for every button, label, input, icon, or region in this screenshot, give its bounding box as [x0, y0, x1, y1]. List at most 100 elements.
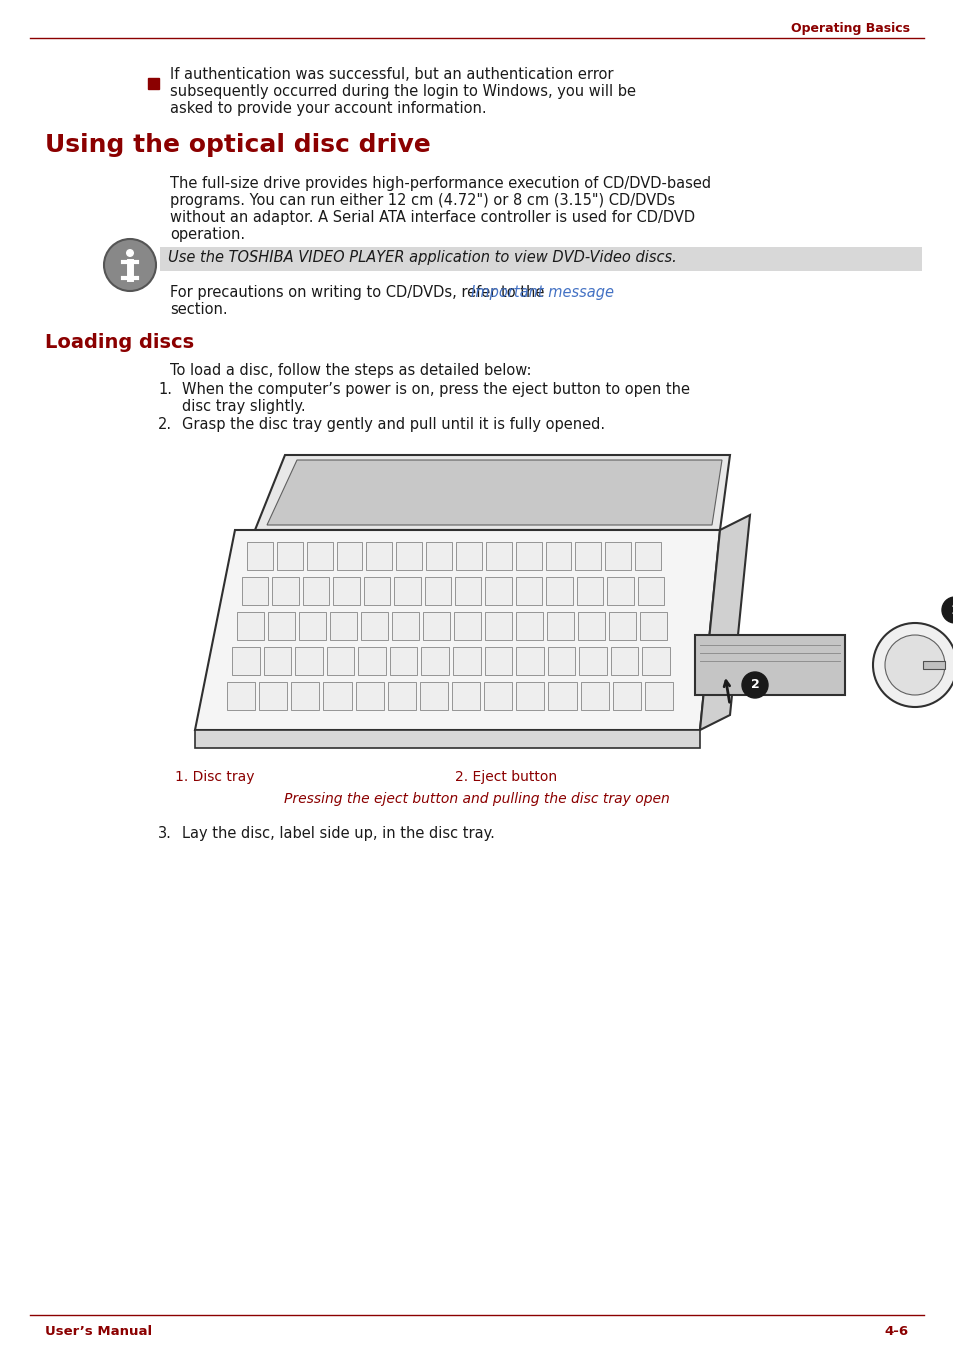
Polygon shape [516, 648, 543, 675]
Polygon shape [580, 681, 608, 710]
Polygon shape [483, 681, 512, 710]
Polygon shape [259, 681, 287, 710]
Polygon shape [578, 648, 606, 675]
Polygon shape [247, 542, 273, 571]
Polygon shape [302, 577, 329, 604]
Polygon shape [545, 542, 571, 571]
Polygon shape [390, 648, 417, 675]
Polygon shape [604, 542, 631, 571]
Text: User’s Manual: User’s Manual [45, 1325, 152, 1338]
Text: When the computer’s power is on, press the eject button to open the: When the computer’s power is on, press t… [182, 383, 689, 397]
Polygon shape [268, 612, 294, 639]
Text: subsequently occurred during the login to Windows, you will be: subsequently occurred during the login t… [170, 84, 636, 99]
Text: Using the optical disc drive: Using the optical disc drive [45, 132, 431, 157]
Polygon shape [358, 648, 385, 675]
Polygon shape [419, 681, 448, 710]
Polygon shape [360, 612, 388, 639]
Text: section.: section. [170, 301, 228, 316]
Bar [923, 661, 944, 669]
Circle shape [741, 672, 767, 698]
Polygon shape [422, 612, 450, 639]
Text: 1: 1 [949, 603, 953, 617]
Text: To load a disc, follow the steps as detailed below:: To load a disc, follow the steps as deta… [170, 362, 531, 379]
Polygon shape [336, 542, 362, 571]
Polygon shape [516, 612, 542, 639]
Polygon shape [232, 648, 259, 675]
Text: Operating Basics: Operating Basics [790, 22, 909, 35]
Text: The full-size drive provides high-performance execution of CD/DVD-based: The full-size drive provides high-perfor… [170, 176, 710, 191]
FancyBboxPatch shape [160, 247, 921, 270]
Polygon shape [637, 577, 663, 604]
Polygon shape [484, 648, 512, 675]
Polygon shape [516, 542, 541, 571]
Polygon shape [547, 648, 575, 675]
Polygon shape [294, 648, 322, 675]
Polygon shape [546, 577, 572, 604]
Polygon shape [548, 681, 576, 710]
Text: Use the TOSHIBA VIDEO PLAYER application to view DVD-Video discs.: Use the TOSHIBA VIDEO PLAYER application… [168, 250, 676, 265]
Polygon shape [267, 460, 721, 525]
Polygon shape [424, 577, 451, 604]
Polygon shape [421, 648, 449, 675]
Text: without an adaptor. A Serial ATA interface controller is used for CD/DVD: without an adaptor. A Serial ATA interfa… [170, 210, 695, 224]
Bar [148, 78, 159, 89]
Text: Loading discs: Loading discs [45, 333, 193, 352]
Polygon shape [456, 542, 481, 571]
Polygon shape [254, 456, 729, 530]
Text: If authentication was successful, but an authentication error: If authentication was successful, but an… [170, 68, 613, 82]
Polygon shape [577, 577, 602, 604]
Polygon shape [307, 542, 333, 571]
Polygon shape [644, 681, 672, 710]
Polygon shape [392, 612, 418, 639]
Polygon shape [455, 577, 481, 604]
Polygon shape [606, 577, 633, 604]
Polygon shape [395, 542, 421, 571]
Text: Lay the disc, label side up, in the disc tray.: Lay the disc, label side up, in the disc… [182, 826, 495, 841]
Polygon shape [355, 681, 383, 710]
Polygon shape [298, 612, 326, 639]
Polygon shape [333, 577, 359, 604]
Polygon shape [610, 648, 638, 675]
Polygon shape [330, 612, 356, 639]
Polygon shape [516, 577, 541, 604]
Text: Pressing the eject button and pulling the disc tray open: Pressing the eject button and pulling th… [284, 792, 669, 806]
Polygon shape [578, 612, 604, 639]
Polygon shape [242, 577, 268, 604]
Text: programs. You can run either 12 cm (4.72") or 8 cm (3.15") CD/DVDs: programs. You can run either 12 cm (4.72… [170, 193, 675, 208]
Text: asked to provide your account information.: asked to provide your account informatio… [170, 101, 486, 116]
Polygon shape [695, 635, 844, 695]
Polygon shape [453, 648, 480, 675]
Polygon shape [291, 681, 319, 710]
Polygon shape [575, 542, 600, 571]
Polygon shape [639, 612, 666, 639]
Text: For precautions on writing to CD/DVDs, refer to the: For precautions on writing to CD/DVDs, r… [170, 285, 548, 300]
Polygon shape [426, 542, 452, 571]
Text: 2.: 2. [158, 416, 172, 433]
Polygon shape [273, 577, 298, 604]
Polygon shape [635, 542, 660, 571]
Circle shape [884, 635, 944, 695]
Text: 2. Eject button: 2. Eject button [455, 771, 557, 784]
Polygon shape [323, 681, 352, 710]
Polygon shape [485, 542, 511, 571]
Polygon shape [454, 612, 480, 639]
Polygon shape [366, 542, 392, 571]
Text: Grasp the disc tray gently and pull until it is fully opened.: Grasp the disc tray gently and pull unti… [182, 416, 604, 433]
Polygon shape [194, 530, 720, 730]
Polygon shape [608, 612, 636, 639]
Text: 1. Disc tray: 1. Disc tray [174, 771, 254, 784]
Circle shape [126, 249, 133, 257]
Polygon shape [612, 681, 640, 710]
Polygon shape [236, 612, 264, 639]
Circle shape [872, 623, 953, 707]
Polygon shape [363, 577, 390, 604]
Polygon shape [326, 648, 354, 675]
Polygon shape [387, 681, 416, 710]
Text: 4-6: 4-6 [884, 1325, 908, 1338]
Polygon shape [484, 612, 512, 639]
Polygon shape [452, 681, 479, 710]
Text: Important message: Important message [470, 285, 613, 300]
Text: 3.: 3. [158, 826, 172, 841]
Polygon shape [700, 515, 749, 730]
Polygon shape [485, 577, 512, 604]
